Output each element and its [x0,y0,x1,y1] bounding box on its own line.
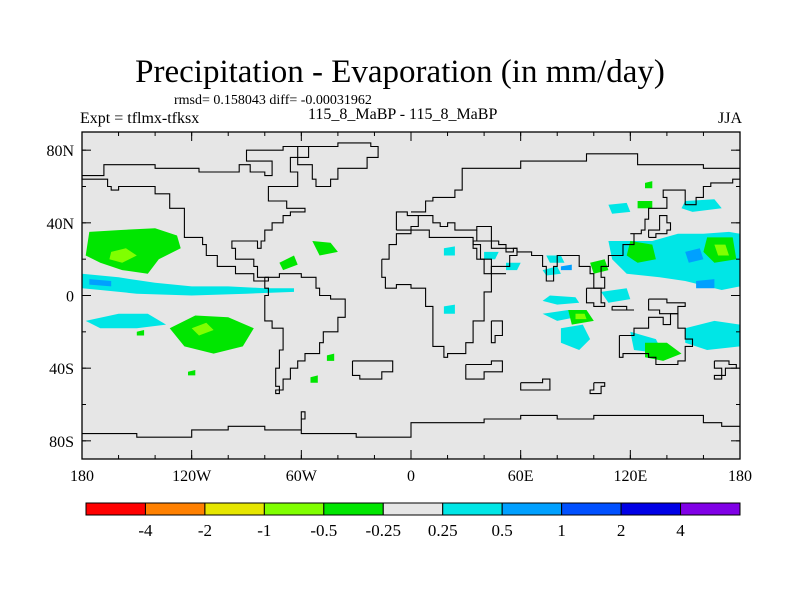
coastline-6 [411,153,740,213]
coastline-11 [611,305,634,311]
plot-content [82,142,740,438]
colorbar-swatch-1 [144,502,206,516]
colorbar-label: -4 [138,521,153,540]
contour-region-15 [608,202,631,214]
plot-background [82,132,740,459]
y-tick-label: 80N [46,143,74,160]
coastline-7 [418,178,740,289]
contour-region-5 [191,322,214,336]
contour-region-3 [89,279,112,287]
contour-region-29 [590,259,609,274]
contour-region-28 [542,266,561,276]
contour-region-10 [626,241,656,263]
x-tick-label: 180 [728,468,752,485]
coastline-17 [465,360,503,380]
y-tick-label: 80S [49,434,74,451]
contour-region-21 [542,310,576,321]
colorbar-label: 1 [557,521,566,540]
coastline-2 [264,273,346,395]
x-tick-label: 0 [407,468,415,485]
coastline-0 [82,145,310,282]
contour-region-16 [637,201,653,209]
colorbar-swatch-5 [382,502,444,516]
contour-region-25 [645,342,682,361]
contour-region-34 [443,304,455,314]
contour-region-1 [85,228,181,274]
rmsd-stats: rmsd= 0.158043 diff= -0.00031962 [174,93,372,108]
contour-region-20 [560,324,591,350]
colorbar-swatch-8 [561,502,622,516]
coastline-4 [490,320,503,344]
contour-region-33 [484,251,499,260]
coastline-13 [713,360,737,380]
contour-region-37 [326,353,335,361]
contour-region-36 [310,375,318,383]
contour-region-17 [645,181,653,189]
colorbar-label: 2 [617,521,626,540]
contour-region-2 [109,248,137,263]
experiment-label: Expt = tflmx-tfksx [80,110,200,127]
colorbar-swatch-7 [501,502,563,516]
colorbar-swatch-3 [263,502,325,516]
contour-region-32 [443,246,455,256]
contour-region-12 [714,244,729,256]
coastline-19 [589,382,606,395]
coastline-9 [618,313,694,366]
coastline-3 [381,229,506,358]
coastline-10 [585,287,606,307]
colorbar-swatch-4 [323,502,384,516]
contour-region-26 [542,295,580,305]
contour-region-8 [312,241,338,256]
runs-label: 115_8_MaBP - 115_8_MaBP [308,106,498,123]
contour-region-6 [85,313,167,329]
contour-region-13 [685,248,704,263]
x-tick-label: 120E [613,468,647,485]
colorbar-swatch-9 [620,502,682,516]
contour-region-23 [575,313,587,320]
colorbar-swatch-10 [680,502,741,516]
coastline-18 [520,378,551,391]
x-tick-label: 60W [286,468,318,485]
colorbar-label: -0.5 [310,521,337,540]
contour-region-30 [546,255,565,263]
coastline-1 [297,142,379,188]
contour-region-14 [696,279,715,289]
colorbar-label: 0.5 [492,521,513,540]
contour-region-31 [560,264,572,271]
colorbar-label: 0.25 [428,521,458,540]
contour-region-0 [82,273,294,296]
contour-region-19 [685,320,740,350]
coastline-8 [472,230,518,275]
contour-region-4 [169,315,254,354]
coastline-12 [648,298,686,315]
coastline-15 [82,411,740,438]
colorbar-label: -1 [257,521,271,540]
coastline-14 [648,215,672,238]
coastline-16 [351,360,394,380]
colorbar-swatch-0 [85,502,146,516]
contour-region-7 [279,255,298,271]
colorbar-label: -0.25 [366,521,401,540]
season-label: JJA [717,110,742,127]
colorbar-label: 4 [676,521,685,540]
y-tick-label: 0 [66,289,74,306]
x-tick-label: 120W [172,468,212,485]
contour-region-18 [681,199,722,212]
coastline-5 [395,211,419,231]
colorbar-swatch-6 [442,502,503,516]
contour-region-38 [188,370,196,376]
contour-region-27 [601,288,631,303]
x-tick-label: 180 [70,468,94,485]
x-tick-label: 60E [508,468,534,485]
colorbar-label: -2 [198,521,212,540]
colorbar-swatch-2 [204,502,265,516]
plot-title: Precipitation - Evaporation (in mm/day) [135,54,665,90]
y-tick-label: 40N [46,216,74,233]
y-tick-label: 40S [49,361,74,378]
contour-region-39 [136,330,145,336]
